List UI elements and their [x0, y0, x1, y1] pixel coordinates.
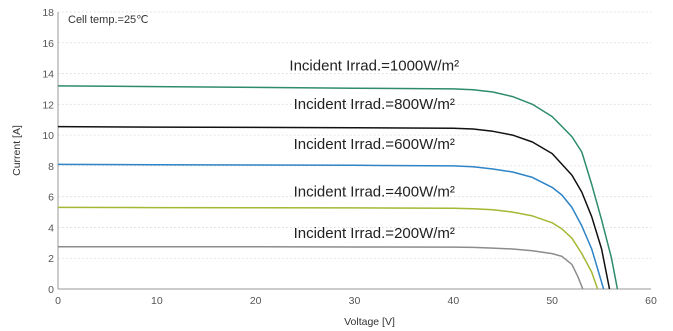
y-tick-label: 8 [48, 161, 54, 173]
axes [57, 12, 651, 290]
series-line-3 [57, 206, 599, 290]
cell-temp-annotation: Cell temp.=25℃ [68, 14, 149, 26]
x-tick-label: 40 [447, 295, 459, 307]
y-tick-label: 18 [42, 7, 54, 19]
series-label-0: Incident Irrad.=1000W/m² [289, 57, 459, 74]
y-tick-label: 12 [42, 99, 54, 111]
series-label-1: Incident Irrad.=800W/m² [294, 96, 455, 113]
x-tick-label: 60 [645, 295, 657, 307]
y-tick-label: 14 [42, 69, 54, 81]
x-tick-labels: 0 10 20 30 40 50 60 [55, 295, 657, 307]
x-tick-label: 20 [250, 295, 262, 307]
x-tick-label: 10 [151, 295, 163, 307]
y-tick-label: 10 [42, 130, 54, 142]
x-tick-label: 0 [55, 295, 61, 307]
y-tick-label: 6 [48, 192, 54, 204]
series-label-2: Incident Irrad.=600W/m² [294, 136, 455, 153]
x-tick-label: 50 [546, 295, 558, 307]
y-axis-title: Current [A] [11, 125, 23, 176]
series-label-3: Incident Irrad.=400W/m² [294, 184, 455, 201]
y-tick-labels: 0 2 4 6 8 10 12 14 16 18 [42, 7, 54, 296]
x-axis-title: Voltage [V] [344, 316, 395, 328]
series-line-2 [57, 163, 605, 290]
series-line-4 [57, 245, 584, 290]
y-tick-label: 0 [48, 284, 54, 296]
series-line-1 [57, 125, 611, 290]
x-tick-label: 30 [349, 295, 361, 307]
y-tick-label: 4 [48, 222, 54, 234]
series-curves [57, 85, 619, 290]
series-label-4: Incident Irrad.=200W/m² [294, 225, 455, 242]
y-tick-label: 2 [48, 253, 54, 265]
series-line-0 [57, 85, 619, 290]
y-tick-label: 16 [42, 38, 54, 50]
series-labels: Incident Irrad.=1000W/m² Incident Irrad.=… [289, 57, 459, 242]
